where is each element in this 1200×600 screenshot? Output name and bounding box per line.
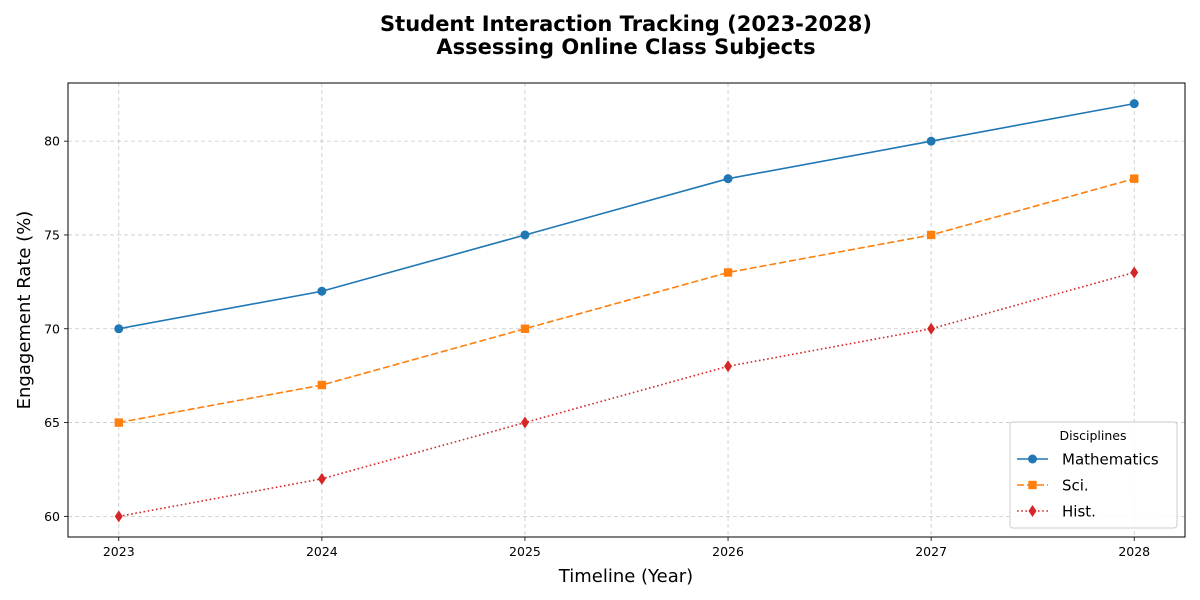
legend-title: Disciplines: [1060, 428, 1127, 443]
series-1: [114, 99, 1138, 333]
data-point: [1130, 266, 1138, 278]
data-point: [318, 381, 326, 389]
data-point: [724, 268, 732, 276]
x-tick-label: 2023: [103, 544, 135, 559]
data-point: [724, 174, 733, 183]
legend-label: Hist.: [1062, 503, 1096, 521]
x-tick-label: 2025: [509, 544, 541, 559]
y-axis-label: Engagement Rate (%): [14, 211, 35, 410]
data-point: [927, 137, 936, 146]
data-point: [927, 323, 935, 335]
y-tick-label: 80: [44, 134, 60, 149]
data-point: [115, 510, 123, 522]
x-tick-label: 2027: [915, 544, 947, 559]
data-point: [115, 418, 123, 426]
y-tick-label: 60: [44, 509, 60, 524]
data-point: [318, 473, 326, 485]
x-tick-label: 2024: [306, 544, 338, 559]
data-point: [1130, 174, 1138, 182]
x-tick-label: 2028: [1118, 544, 1150, 559]
y-tick-label: 65: [44, 415, 60, 430]
x-axis-label: Timeline (Year): [558, 566, 693, 587]
legend-label: Sci.: [1062, 477, 1089, 495]
data-point: [114, 324, 123, 333]
data-point: [1130, 99, 1139, 108]
data-point: [521, 417, 529, 429]
y-axis: 60 65 70 75 80: [44, 134, 68, 524]
data-point: [724, 360, 732, 372]
series-line: [119, 104, 1134, 329]
x-tick-label: 2026: [712, 544, 744, 559]
data-point: [521, 325, 529, 333]
y-tick-label: 70: [44, 321, 60, 336]
data-point: [317, 287, 326, 296]
legend-label: Mathematics: [1062, 451, 1159, 469]
y-tick-label: 75: [44, 227, 60, 242]
series-lines: [114, 99, 1138, 522]
data-point: [520, 230, 529, 239]
legend-marker: [1028, 481, 1036, 489]
legend-marker: [1028, 455, 1037, 464]
legend: Disciplines Mathematics Sci. Hist.: [1010, 422, 1177, 528]
chart-subtitle: Assessing Online Class Subjects: [436, 35, 815, 59]
data-point: [927, 231, 935, 239]
chart-title: Student Interaction Tracking (2023-2028): [380, 12, 872, 36]
x-axis: 2023 2024 2025 2026 2027 2028: [103, 537, 1150, 559]
